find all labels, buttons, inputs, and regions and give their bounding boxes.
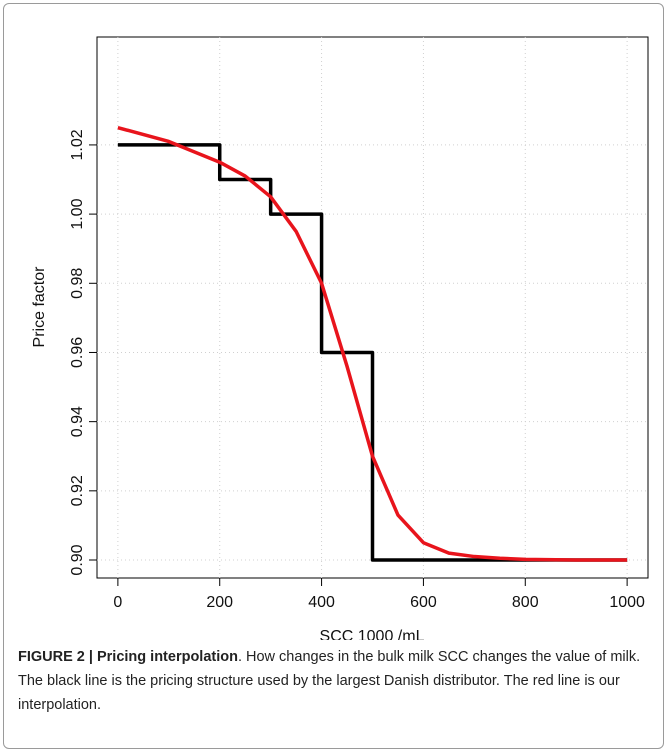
y-tick-label: 0.96 (69, 337, 86, 368)
y-tick-label: 1.00 (69, 198, 86, 229)
y-tick-label: 0.98 (69, 268, 86, 299)
y-tick-label: 0.94 (69, 406, 86, 437)
chart: SCC 1000 /mL Price factor 0 200 400 600 800 1… (31, 36, 649, 640)
x-tick-label: 200 (206, 594, 233, 611)
x-tick-label: 1000 (609, 594, 645, 611)
y-tick-label: 0.92 (69, 475, 86, 506)
caption-text: . How changes in the bulk milk SCC chang… (18, 649, 641, 713)
y-tick-label: 1.02 (69, 129, 86, 160)
line-series (117, 143, 628, 562)
caption: FIGURE 2 | Pricing interpolation. How ch… (18, 645, 648, 717)
x-axis-label: SCC 1000 /mL (320, 628, 425, 640)
x-tick-label: 600 (410, 594, 437, 611)
figure-frame (3, 3, 664, 749)
caption-label: FIGURE 2 | Pricing interpolation (18, 649, 238, 665)
y-tick-label: 0.90 (69, 544, 86, 575)
x-tick-label: 800 (512, 594, 539, 611)
x-tick-label: 400 (308, 594, 335, 611)
x-tick-label: 0 (113, 594, 122, 611)
line-series (117, 125, 628, 562)
y-axis-label: Price factor (31, 266, 48, 348)
plot-box (96, 36, 649, 579)
